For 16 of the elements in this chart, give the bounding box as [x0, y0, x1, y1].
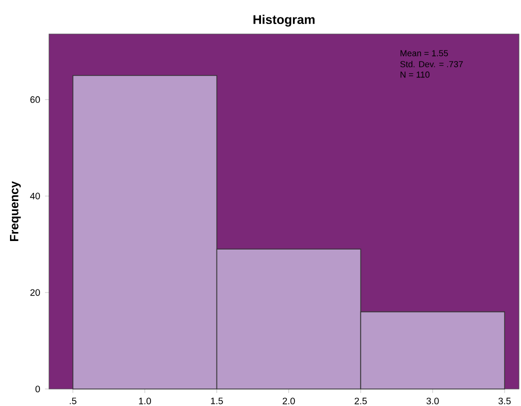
- y-tick-label: 0: [35, 386, 40, 392]
- x-tick-label: 2.0: [282, 398, 295, 404]
- x-tick-label: 1.5: [211, 398, 223, 404]
- annotation: N = 110: [400, 72, 430, 78]
- x-tick-label: 3.5: [498, 398, 511, 404]
- y-axis-title: Frequency: [10, 181, 21, 242]
- x-tick-label: 2.5: [354, 398, 367, 404]
- chart-title: Histogram: [254, 14, 315, 27]
- y-tick-label: 60: [30, 96, 40, 103]
- x-tick-label: 1.0: [139, 398, 151, 404]
- y-tick-label: 20: [30, 289, 40, 296]
- annotation: Mean = 1.55: [400, 50, 448, 56]
- y-tick-label: 40: [30, 192, 40, 200]
- annotation: Std. Dev. = .737: [400, 60, 463, 68]
- x-tick-label: .5: [70, 398, 76, 404]
- x-tick-label: 3.0: [426, 398, 439, 404]
